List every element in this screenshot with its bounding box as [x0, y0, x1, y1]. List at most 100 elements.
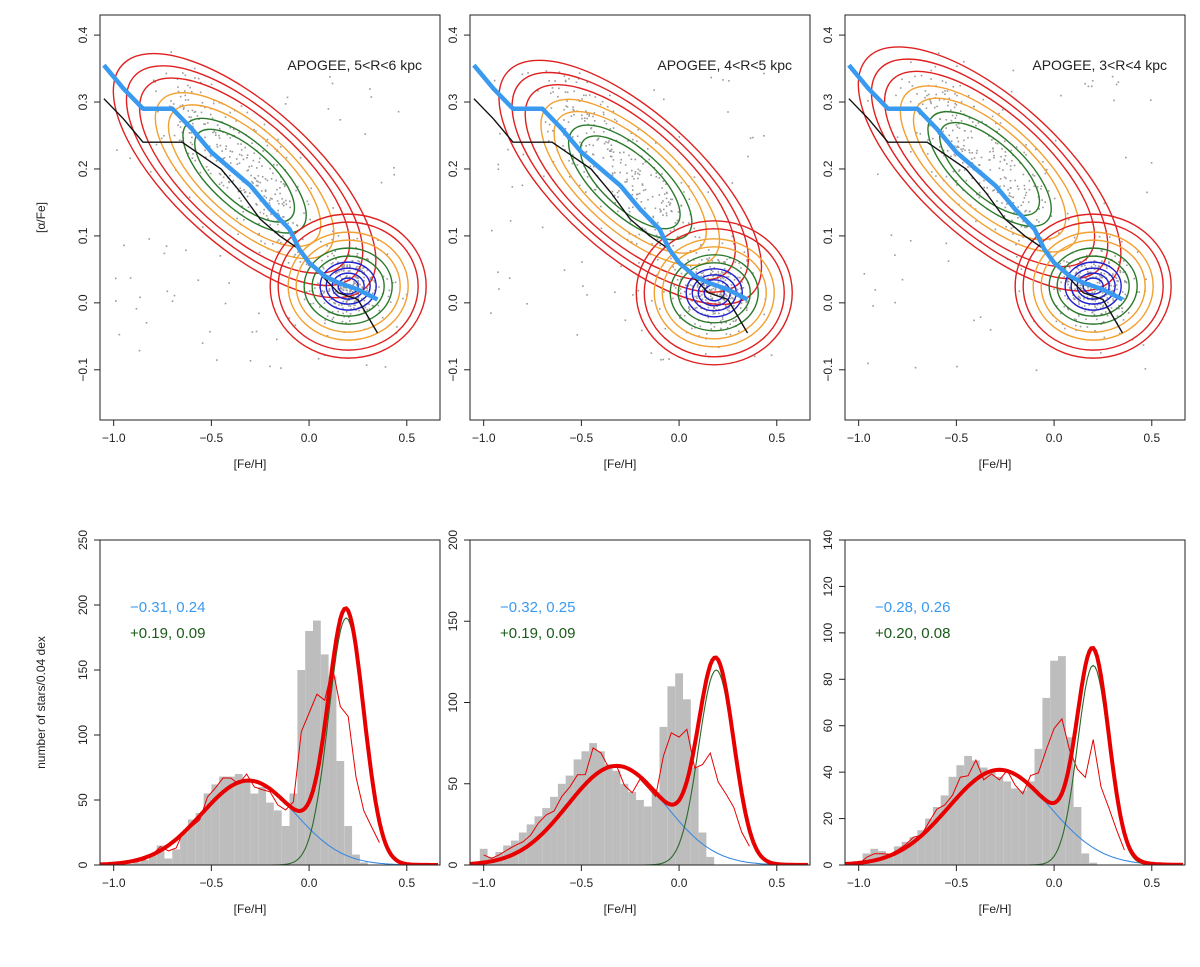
scatter-point — [543, 175, 545, 178]
scatter-point — [269, 365, 271, 368]
scatter-point — [638, 173, 641, 176]
y-tick-label: 0 — [76, 861, 90, 868]
histogram-bar — [1089, 862, 1098, 865]
scatter-point — [687, 222, 690, 224]
scatter-point — [1095, 276, 1097, 278]
scatter-point — [719, 301, 721, 304]
scatter-point — [331, 238, 333, 241]
scatter-point — [205, 166, 208, 168]
histogram-bar — [148, 854, 157, 865]
scatter-point — [960, 110, 962, 112]
scatter-point — [702, 289, 704, 291]
histogram-bar — [870, 848, 879, 865]
scatter-point — [696, 301, 698, 304]
scatter-point — [322, 266, 324, 268]
y-tick-label: 50 — [76, 793, 90, 807]
histogram-bar — [297, 670, 306, 865]
scatter-point — [1106, 297, 1109, 299]
scatter-point — [573, 90, 575, 93]
scatter-point — [295, 189, 297, 192]
scatter-point — [725, 306, 727, 308]
scatter-point — [204, 149, 206, 152]
scatter-point — [1042, 161, 1044, 163]
scatter-point — [1086, 254, 1088, 257]
scatter-point — [742, 287, 745, 289]
scatter-point — [612, 127, 615, 129]
scatter-point — [666, 192, 668, 194]
histogram-bar — [948, 776, 957, 865]
scatter-point — [701, 298, 704, 300]
scatter-point — [657, 221, 659, 224]
scatter-point — [619, 151, 621, 154]
scatter-point — [236, 163, 239, 165]
scatter-point — [244, 146, 246, 149]
scatter-point — [694, 236, 697, 238]
scatter-point — [1078, 315, 1080, 317]
scatter-point — [565, 80, 567, 83]
scatter-point — [278, 202, 280, 205]
scatter-point — [1150, 99, 1152, 101]
scatter-point — [1025, 226, 1028, 229]
scatter-point — [333, 302, 335, 304]
scatter-point — [369, 276, 372, 279]
scatter-point — [624, 319, 627, 321]
scatter-point — [1103, 202, 1106, 205]
x-axis-label: [Fe/H] — [234, 457, 267, 471]
contour-line — [303, 247, 393, 325]
x-tick-label: 0.5 — [1143, 876, 1160, 890]
scatter-point — [572, 106, 574, 108]
contour-line — [939, 121, 1041, 217]
scatter-point — [1087, 298, 1090, 301]
scatter-point — [1089, 271, 1091, 274]
scatter-point — [1092, 276, 1094, 279]
scatter-point — [610, 155, 613, 158]
contour-line — [553, 110, 708, 254]
contour-line — [579, 135, 681, 230]
scatter-point — [712, 313, 715, 315]
scatter-point — [192, 122, 194, 125]
scatter-point — [1066, 298, 1069, 300]
contour-line — [154, 91, 335, 260]
scatter-point — [637, 129, 640, 131]
scatter-point — [721, 318, 724, 320]
scatter-point — [544, 121, 547, 123]
scatter-point — [1025, 209, 1027, 212]
scatter-point — [269, 197, 272, 200]
scatter-point — [713, 307, 715, 309]
scatter-point — [1045, 168, 1048, 171]
scatter-point — [921, 103, 924, 106]
scatter-point — [1004, 151, 1007, 153]
scatter-point — [770, 354, 773, 356]
scatter-point — [336, 271, 338, 274]
scatter-point — [363, 276, 365, 279]
scatter-point — [588, 115, 590, 117]
scatter-point — [1101, 284, 1104, 287]
scatter-point — [696, 295, 698, 298]
scatter-point — [155, 90, 157, 92]
scatter-point — [332, 261, 334, 264]
scatter-point — [285, 156, 288, 159]
scatter-point — [349, 320, 351, 322]
scatter-point — [277, 230, 280, 232]
scatter-point — [1068, 286, 1071, 289]
scatter-point — [283, 204, 285, 207]
scatter-point — [1079, 275, 1082, 278]
scatter-point — [367, 258, 369, 261]
contour-line — [567, 124, 693, 241]
scatter-point — [585, 145, 587, 147]
scatter-point — [192, 125, 194, 128]
contour-line — [1048, 247, 1138, 325]
scatter-point — [172, 103, 175, 105]
kde-thin-line — [858, 717, 1125, 865]
histogram-bar — [862, 853, 871, 865]
scatter-point — [366, 289, 368, 292]
scatter-point — [627, 140, 629, 142]
scatter-point — [569, 176, 571, 178]
scatter-point — [1077, 268, 1080, 271]
scatter-point — [312, 302, 315, 305]
fit-annotation-comp1: −0.31, 0.24 — [130, 599, 205, 616]
scatter-point — [358, 266, 361, 268]
scatter-point — [563, 75, 566, 77]
scatter-point — [1116, 279, 1118, 282]
histogram-bar — [550, 796, 558, 865]
